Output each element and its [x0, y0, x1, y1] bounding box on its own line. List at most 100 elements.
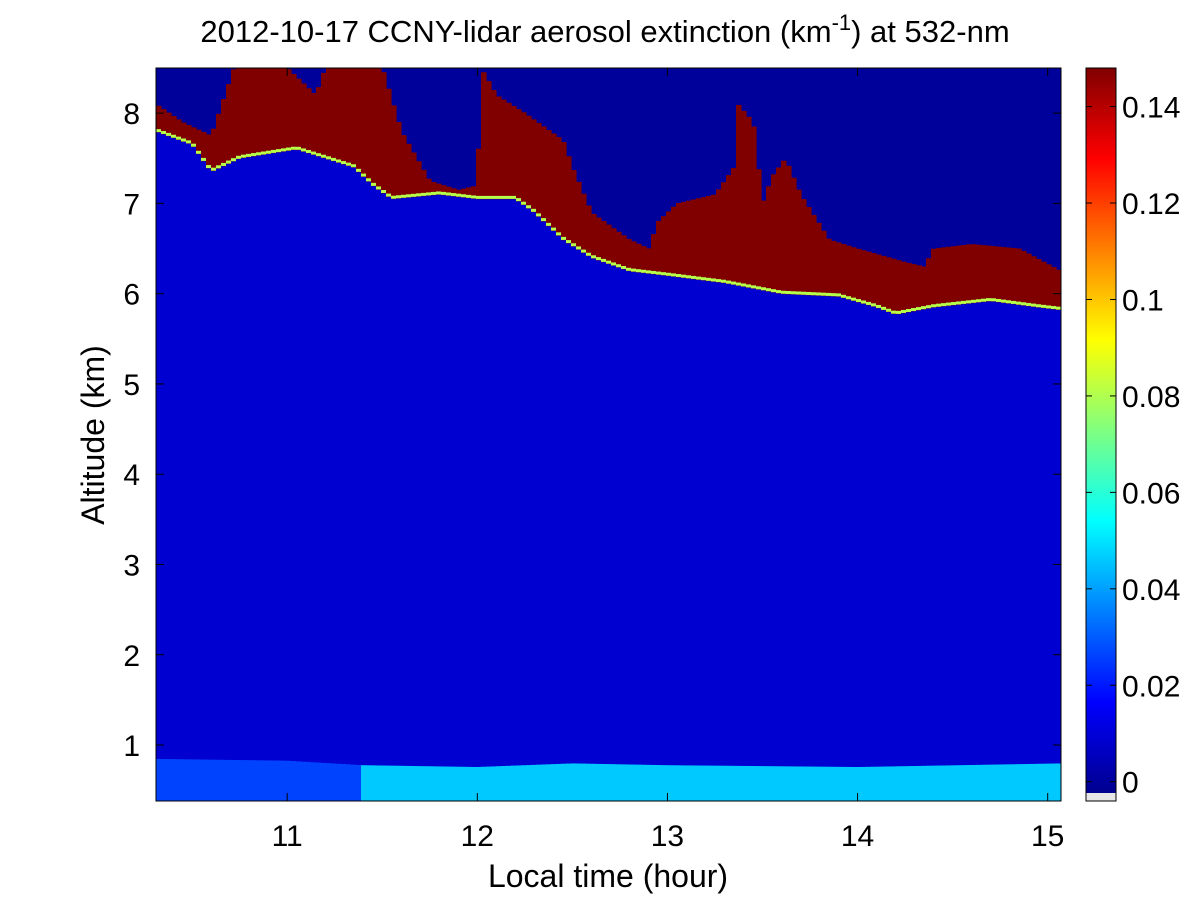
boundary-layer-cell	[946, 765, 952, 801]
cloud-base-edge-cell	[246, 153, 252, 157]
cloud-base-edge-cell	[726, 280, 732, 284]
boundary-layer-cell	[301, 761, 307, 801]
cloud-base-edge-cell	[821, 292, 827, 296]
troposphere-cell	[526, 208, 532, 766]
troposphere-cell	[446, 195, 452, 767]
cloud-base-edge-cell	[701, 277, 707, 281]
boundary-layer-cell	[391, 765, 397, 801]
boundary-layer-cell	[801, 766, 807, 801]
troposphere-cell	[816, 295, 822, 767]
boundary-layer-cell	[781, 765, 787, 801]
boundary-layer-cell	[956, 764, 962, 801]
cloud-base-edge-cell	[421, 192, 427, 196]
cloud-cell	[326, 68, 332, 160]
cloud-cell	[596, 217, 602, 261]
cloud-cell	[271, 68, 277, 154]
troposphere-cell	[956, 304, 962, 766]
boundary-layer-cell	[351, 764, 357, 801]
troposphere-cell	[266, 153, 272, 761]
troposphere-cell	[681, 277, 687, 766]
cloud-cell	[726, 175, 732, 284]
cloud-cell	[341, 68, 347, 165]
x-axis: 11 12 13 14 15	[272, 68, 1064, 853]
cloud-base-edge-cell	[531, 208, 537, 212]
cloud-base-edge-cell	[866, 301, 872, 305]
cloud-cell	[876, 254, 882, 309]
cloud-base-edge-cell	[861, 300, 867, 304]
cloud-base-edge-cell	[506, 195, 512, 199]
boundary-layer-cell	[366, 764, 372, 801]
boundary-layer-cell	[1021, 763, 1027, 801]
boundary-layer-cell	[1001, 764, 1007, 801]
cloud-cell	[851, 247, 857, 301]
boundary-layer-cell	[861, 766, 867, 801]
cloud-cell	[636, 243, 642, 273]
boundary-layer-cell	[611, 763, 617, 801]
troposphere-cell	[241, 157, 247, 761]
boundary-layer-cell	[211, 759, 217, 801]
y-axis: 1 2 3 4 5 6 7 8	[123, 98, 1061, 763]
boundary-layer-cell	[501, 765, 507, 801]
boundary-layer-cell	[441, 766, 447, 801]
cloud-base-edge-cell	[766, 288, 772, 292]
cloud-base-edge-cell	[1031, 303, 1037, 307]
cloud-base-edge-cell	[721, 279, 727, 283]
boundary-layer-cell	[566, 763, 572, 801]
troposphere-cell	[981, 301, 987, 765]
cloud-cell	[371, 68, 377, 187]
troposphere-cell	[436, 194, 442, 767]
cloud-base-edge-cell	[706, 277, 712, 281]
cloud-base-edge-cell	[436, 191, 442, 195]
cloud-cell	[806, 207, 812, 296]
x-axis-label: Local time (hour)	[488, 858, 728, 894]
troposphere-cell	[1051, 309, 1057, 764]
cloud-base-edge-cell	[191, 143, 197, 147]
cloud-base-edge-cell	[561, 236, 567, 240]
cloud-cell	[716, 189, 722, 283]
troposphere-cell	[636, 272, 642, 765]
cloud-base-edge-cell	[311, 151, 317, 155]
boundary-layer-cell	[911, 765, 917, 801]
boundary-layer-cell	[1046, 763, 1052, 801]
cloud-cell	[441, 185, 447, 196]
boundary-layer-cell	[806, 766, 812, 801]
troposphere-cell	[506, 198, 512, 766]
troposphere-cell	[811, 295, 817, 767]
troposphere-cell	[741, 286, 747, 766]
colorbar-tick-label: 0.14	[1122, 92, 1180, 125]
troposphere-cell	[691, 278, 697, 766]
boundary-layer-cell	[246, 759, 252, 801]
boundary-layer-cell	[506, 765, 512, 801]
boundary-layer-cell	[226, 759, 232, 801]
cloud-base-edge-cell	[991, 298, 997, 302]
boundary-layer-cell	[916, 765, 922, 801]
troposphere-cell	[871, 306, 877, 767]
boundary-layer-cell	[631, 764, 637, 801]
cloud-cell	[611, 228, 617, 266]
cloud-base-edge-cell	[676, 274, 682, 278]
troposphere-cell	[306, 152, 312, 762]
cloud-base-edge-cell	[631, 268, 637, 272]
cloud-cell	[751, 126, 757, 289]
troposphere-cell	[666, 275, 672, 766]
troposphere-cell	[276, 152, 282, 761]
cloud-cell	[236, 68, 242, 160]
cloud-base-edge-cell	[161, 131, 167, 134]
boundary-layer-cell	[541, 764, 547, 801]
cloud-base-edge-cell	[591, 255, 597, 259]
troposphere-cell	[231, 161, 237, 760]
boundary-layer-cell	[456, 766, 462, 801]
cloud-base-edge-cell	[681, 274, 687, 278]
boundary-layer-cell	[1006, 764, 1012, 801]
troposphere-cell	[796, 294, 802, 767]
troposphere-cell	[766, 291, 772, 767]
cloud-cell	[251, 68, 257, 157]
boundary-layer-cell	[971, 764, 977, 801]
cloud-cell	[786, 165, 792, 295]
cloud-cell	[466, 187, 472, 199]
boundary-layer-cell	[831, 766, 837, 801]
troposphere-cell	[781, 293, 787, 767]
cloud-cell	[261, 68, 267, 155]
colorbar-frame	[1085, 67, 1117, 802]
cloud-cell	[946, 246, 952, 306]
